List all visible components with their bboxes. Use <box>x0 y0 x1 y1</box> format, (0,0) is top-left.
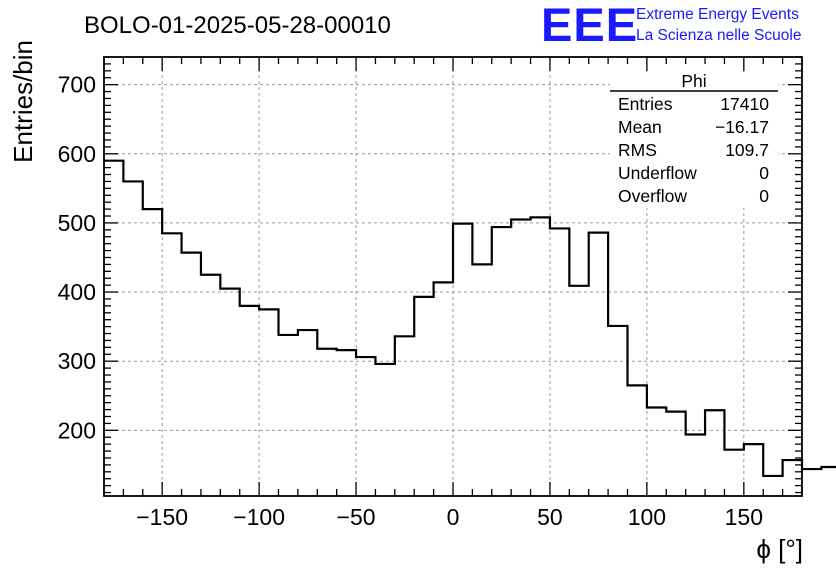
x-tick-label: −100 <box>233 504 285 530</box>
y-tick-label: 700 <box>58 72 96 98</box>
y-tick-label: 300 <box>58 348 96 374</box>
stats-box: Phi Entries 17410 Mean −16.17 RMS 109.7 Underfl… <box>610 71 778 208</box>
y-axis-label: Entries/bin <box>8 40 38 163</box>
stats-row-value: 109.7 <box>725 140 769 160</box>
y-tick-label: 400 <box>58 279 96 305</box>
stats-row-value: 0 <box>759 163 769 183</box>
x-tick-label: 150 <box>725 504 763 530</box>
stats-row-label: Underflow <box>618 163 697 183</box>
x-tick-label: 100 <box>628 504 666 530</box>
stats-row-label: Overflow <box>618 186 687 206</box>
eee-logo: EEE Extreme Energy Events La Scienza nel… <box>541 0 801 51</box>
eee-logo-line2: La Scienza nelle Scuole <box>636 27 801 44</box>
stats-row-label: RMS <box>618 140 657 160</box>
stats-box-title: Phi <box>681 71 706 91</box>
stats-row-label: Entries <box>618 94 673 114</box>
stats-row-value: −16.17 <box>715 117 769 137</box>
chart-title: BOLO-01-2025-05-28-00010 <box>84 12 391 39</box>
histogram-step-line <box>104 159 836 478</box>
y-axis-ticks: 200 300 400 500 600 700 <box>58 56 802 494</box>
x-axis-ticks: −150 −100 −50 0 50 100 150 <box>103 57 803 530</box>
eee-logo-line1: Extreme Energy Events <box>636 6 799 23</box>
x-tick-label: −50 <box>337 504 376 530</box>
stats-box-background <box>610 72 778 208</box>
stats-row-label: Mean <box>618 117 662 137</box>
eee-logo-text: EEE <box>541 0 638 51</box>
x-tick-label: 0 <box>447 504 460 530</box>
y-tick-label: 600 <box>58 141 96 167</box>
stats-row-value: 17410 <box>720 94 769 114</box>
histogram-series <box>104 159 836 478</box>
x-axis-label: ϕ [°] <box>756 534 803 564</box>
stats-row-value: 0 <box>759 186 769 206</box>
y-tick-label: 500 <box>58 210 96 236</box>
x-tick-label: −150 <box>136 504 188 530</box>
y-tick-label: 200 <box>58 417 96 443</box>
x-tick-label: 50 <box>537 504 563 530</box>
